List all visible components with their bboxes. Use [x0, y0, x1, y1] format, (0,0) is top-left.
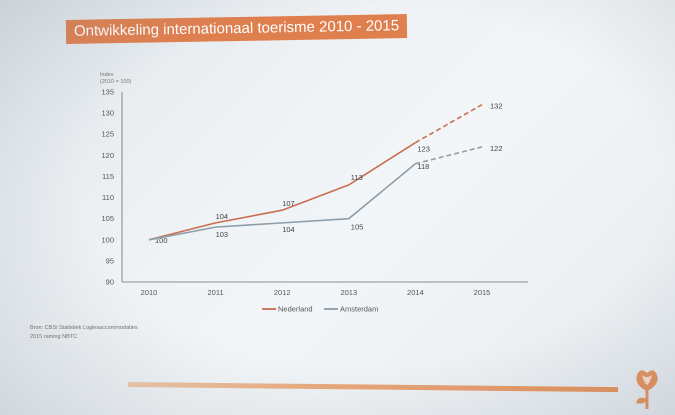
y-tick-label: 130: [101, 109, 114, 118]
y-tick-label: 115: [102, 172, 114, 181]
data-label: 104: [216, 212, 229, 221]
data-label: 103: [216, 230, 229, 239]
y-tick-label: 105: [101, 214, 114, 223]
x-tick-label: 2010: [141, 288, 158, 297]
data-label: 100: [155, 236, 168, 245]
y-tick-label: 125: [101, 130, 114, 139]
y-tick-label: 100: [101, 235, 114, 244]
data-label: 118: [417, 162, 429, 171]
series-line-amsterdam: [148, 163, 416, 241]
x-tick-label: 2013: [340, 288, 357, 297]
y-axis-label-line2: (2010 = 100): [100, 79, 132, 85]
data-label: 107: [282, 199, 295, 208]
data-label: 113: [351, 173, 363, 182]
data-label: 105: [351, 223, 364, 232]
y-tick-label: 95: [106, 256, 114, 265]
x-tick-label: 2014: [407, 288, 424, 297]
chart-axes: 90 95 100 105 110 115 120 125 130 135 2010 2011 2012…: [101, 88, 528, 297]
source-line-2: 2015 raming NBTC: [30, 334, 78, 340]
series-projection-amsterdam: [415, 146, 483, 165]
tulip-logo-icon: [636, 370, 658, 409]
source-line-1: Bron: CBS/ Statistiek Logiesaccommodatie…: [30, 325, 138, 331]
y-tick-label: 90: [106, 278, 114, 287]
legend: Nederland Amsterdam: [262, 305, 378, 314]
series-line-nederland: [148, 141, 416, 241]
series-projection-nederland: [415, 103, 483, 144]
y-tick-label: 110: [102, 193, 114, 202]
x-tick-label: 2012: [274, 288, 291, 297]
data-label: 104: [282, 225, 295, 234]
legend-label-amsterdam: Amsterdam: [340, 305, 378, 314]
y-axis-label-line1: Index: [100, 72, 114, 78]
data-label: 123: [417, 145, 430, 154]
data-label: 122: [490, 144, 503, 153]
x-tick-label: 2011: [208, 288, 224, 297]
y-tick-label: 120: [101, 151, 114, 160]
y-tick-label: 135: [101, 88, 114, 97]
series-layer: 100 104 107 113 123 132 103 104 105 118 122: [148, 102, 503, 245]
source-note: Bron: CBS/ Statistiek Logiesaccommodatie…: [30, 324, 138, 342]
data-label: 132: [490, 102, 503, 111]
legend-label-nederland: Nederland: [278, 305, 313, 314]
x-tick-label: 2015: [474, 288, 491, 297]
